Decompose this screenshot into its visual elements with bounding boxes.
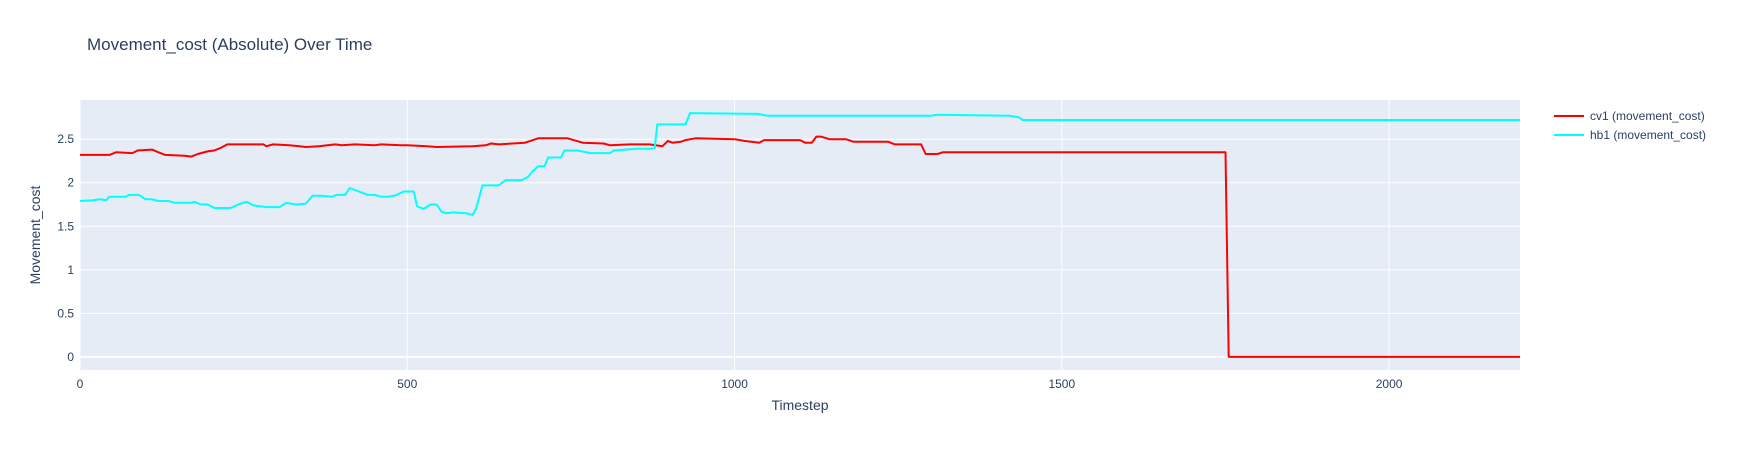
legend-swatch — [1554, 114, 1584, 117]
legend-label: hb1 (movement_cost) — [1590, 127, 1707, 142]
x-tick-label: 1500 — [1048, 377, 1075, 391]
y-tick-label: 0.5 — [57, 306, 74, 320]
legend-label: cv1 (movement_cost) — [1590, 108, 1705, 123]
y-tick-label: 2.5 — [57, 132, 74, 146]
y-tick-label: 0 — [67, 350, 74, 364]
x-tick-label: 0 — [77, 377, 84, 391]
y-axis-label: Movement_cost — [27, 185, 43, 284]
x-tick-label: 1000 — [721, 377, 748, 391]
tick-labels: 0 500 1000 1500 2000 0 0.5 1 1.5 2 2.5 — [57, 132, 1402, 391]
y-tick-label: 1.5 — [57, 219, 74, 233]
legend: cv1 (movement_cost) hb1 (movement_cost) — [1554, 106, 1706, 144]
plot-area-background — [80, 100, 1520, 370]
y-tick-label: 1 — [67, 263, 74, 277]
series-layer — [79, 112, 1520, 358]
y-tick-label: 2 — [67, 176, 74, 190]
series-line-1 — [79, 112, 1520, 216]
legend-item[interactable]: cv1 (movement_cost) — [1554, 106, 1706, 125]
x-tick-label: 2000 — [1376, 377, 1403, 391]
x-tick-label: 500 — [397, 377, 417, 391]
legend-swatch — [1554, 133, 1584, 136]
x-axis-label: Timestep — [771, 397, 828, 413]
series-line-0 — [80, 135, 1520, 358]
chart-title: Movement_cost (Absolute) Over Time — [87, 35, 372, 54]
legend-item[interactable]: hb1 (movement_cost) — [1554, 125, 1706, 144]
